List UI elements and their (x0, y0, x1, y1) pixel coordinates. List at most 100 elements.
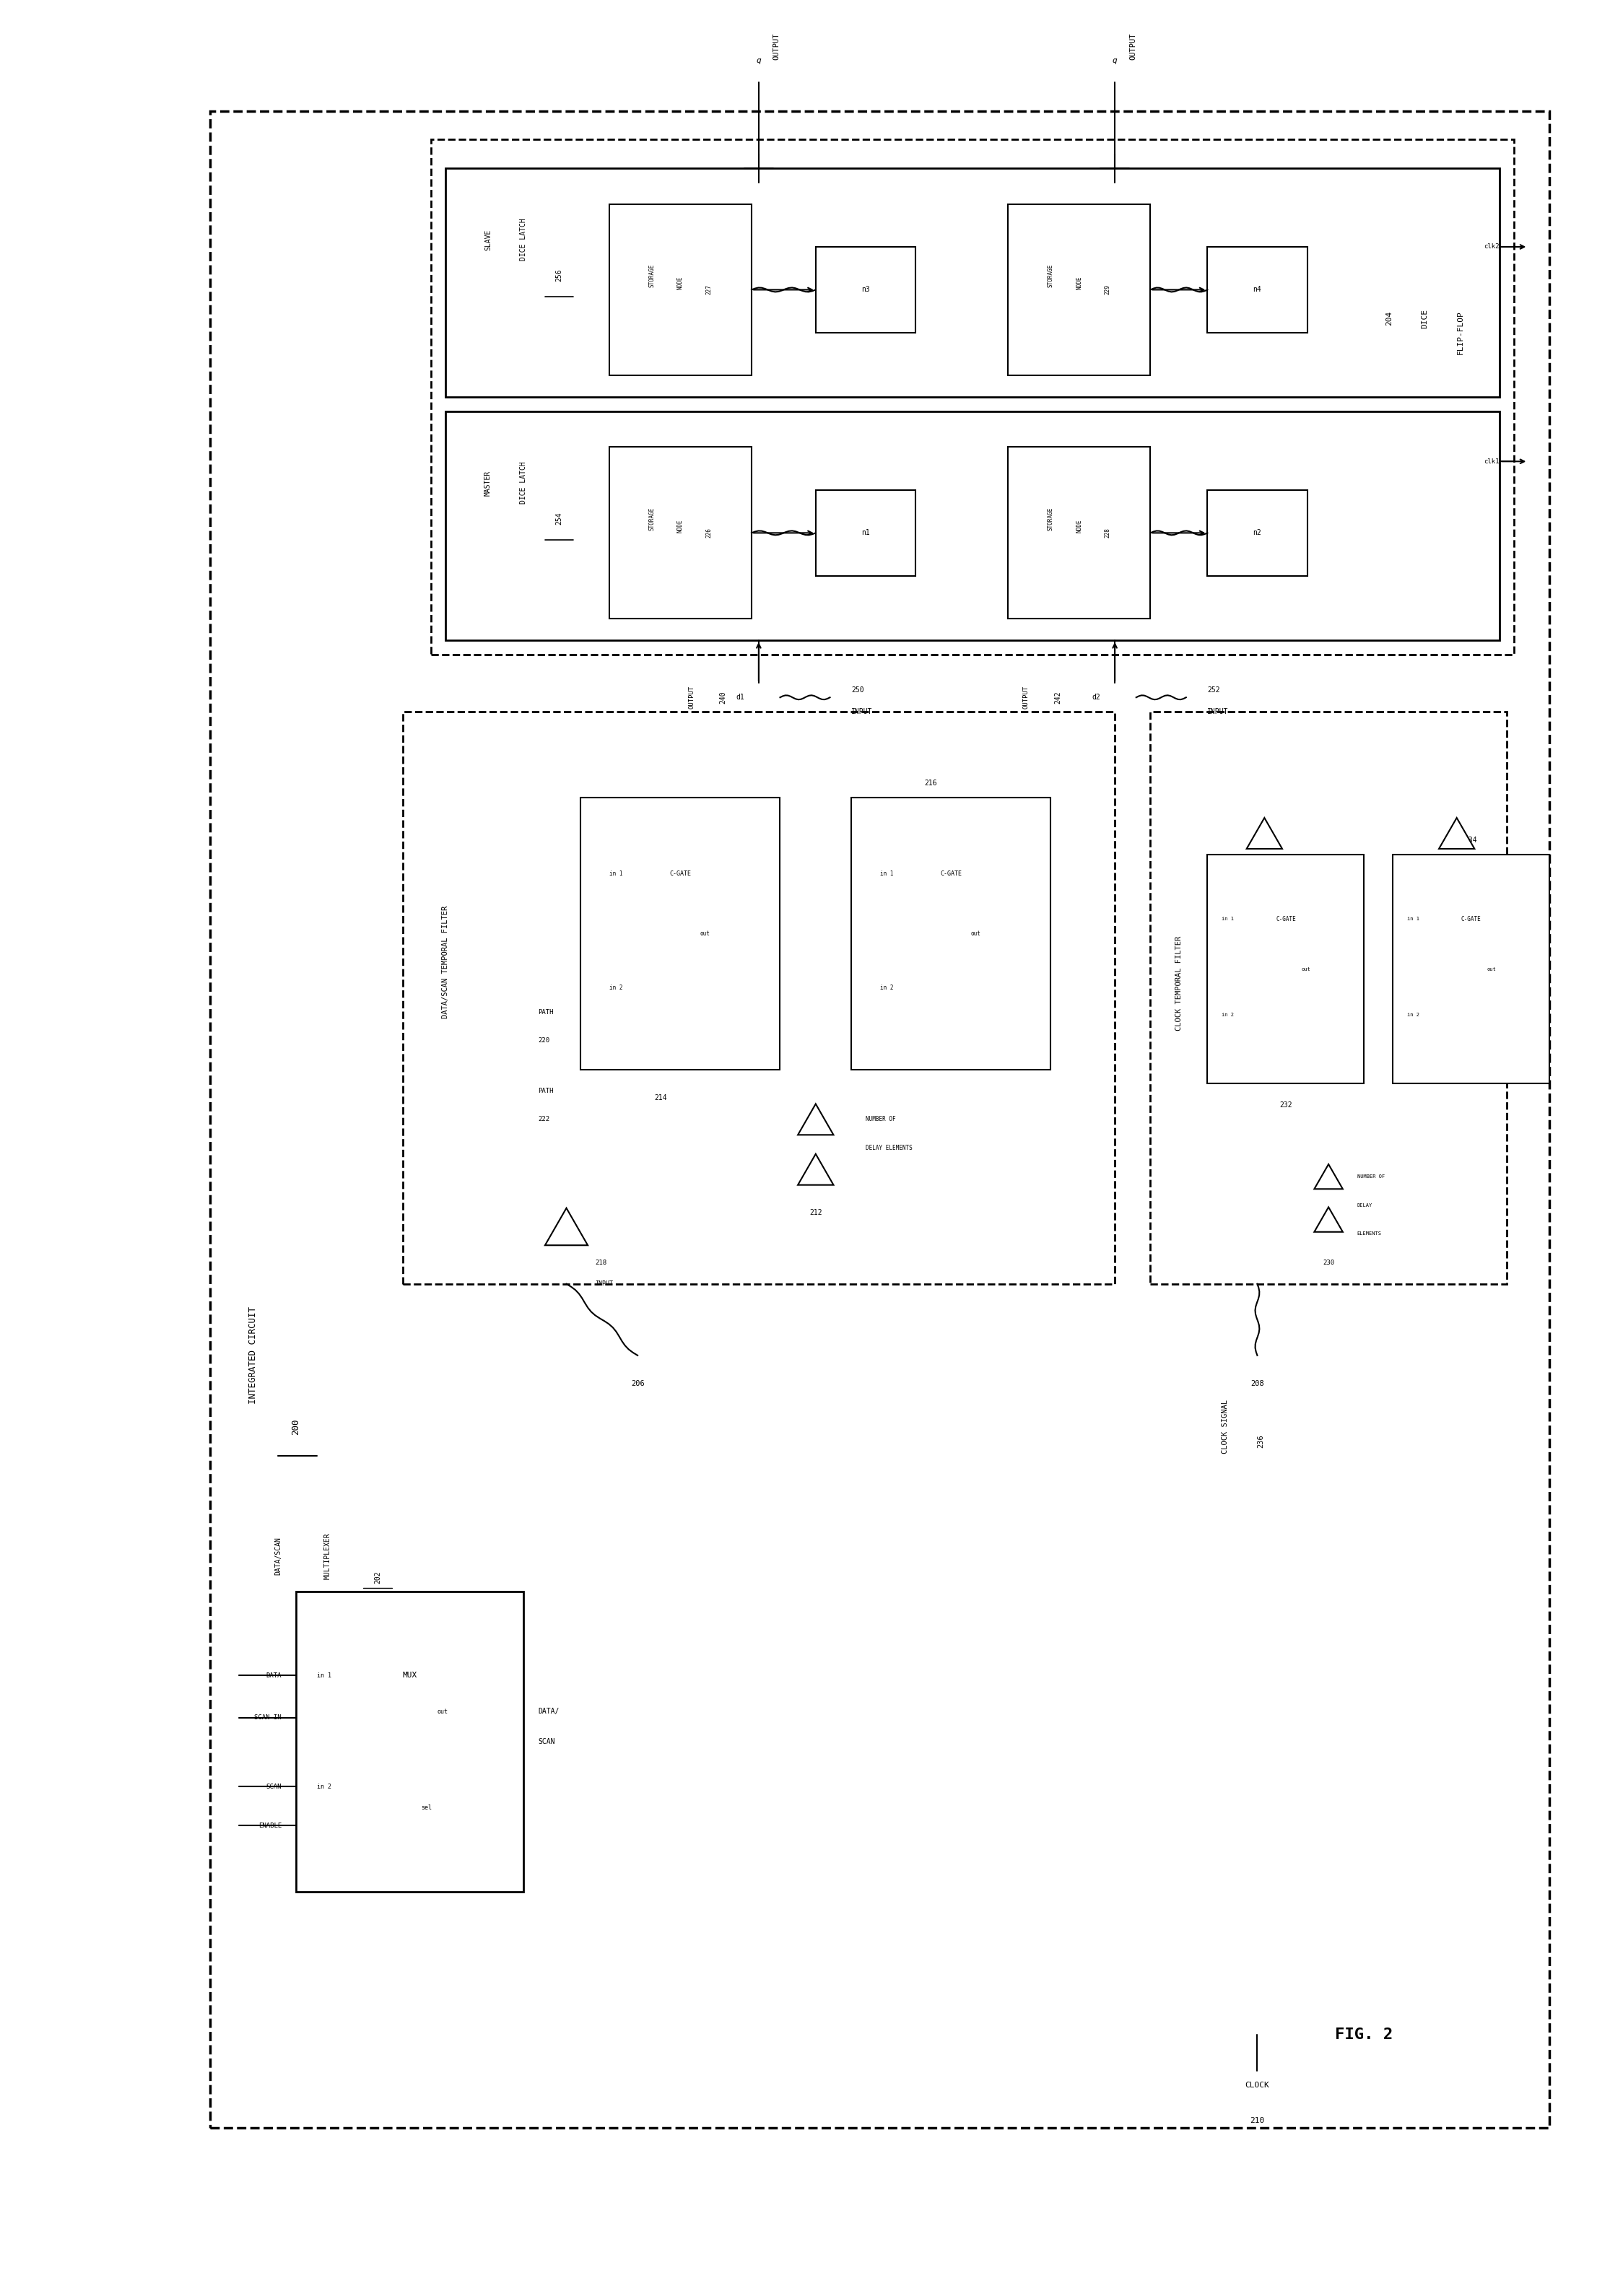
Text: NODE: NODE (678, 519, 684, 533)
Bar (852, 797, 1051, 1070)
Text: C-GATE: C-GATE (940, 870, 961, 877)
Text: SCAN: SCAN (266, 1784, 282, 1791)
Text: FIG. 2: FIG. 2 (1335, 2027, 1393, 2041)
Polygon shape (1314, 1164, 1343, 1189)
Text: q: q (1113, 57, 1117, 64)
Text: NODE: NODE (1075, 276, 1082, 289)
Text: CLOCK SIGNAL: CLOCK SIGNAL (1222, 1401, 1228, 1453)
Text: 236: 236 (1257, 1435, 1264, 1449)
Bar (446, 411, 1499, 641)
Polygon shape (799, 1155, 834, 1185)
Text: in 2: in 2 (879, 985, 894, 992)
Text: OUTPUT: OUTPUT (773, 32, 781, 60)
Polygon shape (1314, 1208, 1343, 1233)
Text: clk1: clk1 (1484, 459, 1499, 464)
Text: 226: 226 (705, 528, 712, 537)
Text: OUTPUT: OUTPUT (687, 687, 694, 709)
Text: NODE: NODE (1075, 519, 1082, 533)
Text: 212: 212 (810, 1208, 823, 1217)
Text: DELAY ELEMENTS: DELAY ELEMENTS (866, 1146, 913, 1150)
Text: DICE: DICE (1422, 308, 1428, 328)
Text: d2: d2 (1092, 693, 1101, 700)
Bar (211, 110, 1549, 2128)
Bar (816, 248, 916, 333)
Text: DICE LATCH: DICE LATCH (520, 461, 526, 505)
Text: 232: 232 (1280, 1102, 1293, 1109)
Bar (609, 448, 752, 618)
Bar (1151, 712, 1507, 1283)
Text: in 2: in 2 (1222, 1013, 1233, 1017)
Bar (296, 1591, 523, 1892)
Text: DATA/: DATA/ (538, 1708, 559, 1715)
Bar (1393, 854, 1549, 1084)
Text: out: out (971, 930, 980, 937)
Text: in 1: in 1 (609, 870, 623, 877)
Text: d1: d1 (736, 693, 744, 700)
Text: in 1: in 1 (1222, 916, 1233, 921)
Text: q: q (757, 57, 762, 64)
Text: C-GATE: C-GATE (670, 870, 691, 877)
Text: 222: 222 (538, 1116, 549, 1123)
Polygon shape (1246, 817, 1282, 850)
Text: OUTPUT: OUTPUT (1129, 32, 1137, 60)
Text: sel: sel (422, 1805, 431, 1812)
Text: INPUT: INPUT (594, 1281, 613, 1288)
Text: 234: 234 (1465, 836, 1478, 845)
Text: MASTER: MASTER (485, 471, 491, 496)
Text: 254: 254 (555, 512, 563, 526)
Bar (1008, 448, 1151, 618)
Bar (431, 140, 1513, 654)
Text: 229: 229 (1104, 285, 1111, 294)
Text: DICE LATCH: DICE LATCH (520, 218, 526, 262)
Text: n3: n3 (861, 287, 869, 294)
Text: PATH: PATH (538, 1088, 554, 1093)
Text: SLAVE: SLAVE (485, 230, 491, 250)
Text: OUTPUT: OUTPUT (1022, 687, 1029, 709)
Polygon shape (799, 1104, 834, 1134)
Text: 252: 252 (1208, 687, 1220, 693)
Text: 227: 227 (705, 285, 712, 294)
Bar (402, 712, 1114, 1283)
Text: 202: 202 (374, 1570, 382, 1584)
Text: 220: 220 (538, 1038, 549, 1045)
Text: DELAY: DELAY (1357, 1203, 1372, 1208)
Text: C-GATE: C-GATE (1460, 916, 1481, 923)
Text: ENABLE: ENABLE (258, 1823, 282, 1830)
Text: 200: 200 (291, 1419, 301, 1435)
Text: 240: 240 (720, 691, 726, 705)
Bar (609, 204, 752, 377)
Text: out: out (700, 930, 710, 937)
Polygon shape (546, 1208, 588, 1244)
Text: in 1: in 1 (1407, 916, 1418, 921)
Text: 242: 242 (1055, 691, 1061, 705)
Bar (1008, 204, 1151, 377)
Text: out: out (1301, 967, 1311, 971)
Bar (816, 489, 916, 576)
Text: MULTIPLEXER: MULTIPLEXER (324, 1531, 332, 1580)
Text: INPUT: INPUT (852, 707, 873, 716)
Text: STORAGE: STORAGE (1048, 264, 1055, 287)
Text: in 1: in 1 (317, 1671, 332, 1678)
Text: INPUT: INPUT (1208, 707, 1228, 716)
Text: 228: 228 (1104, 528, 1111, 537)
Text: out: out (436, 1708, 448, 1715)
Text: 210: 210 (1249, 2117, 1264, 2124)
Text: NUMBER OF: NUMBER OF (866, 1116, 895, 1123)
Polygon shape (1439, 817, 1475, 850)
Bar (1208, 489, 1307, 576)
Text: 218: 218 (594, 1258, 607, 1265)
Text: DATA: DATA (266, 1671, 282, 1678)
Text: SCAN: SCAN (538, 1738, 555, 1745)
Text: 214: 214 (654, 1095, 667, 1102)
Bar (1208, 248, 1307, 333)
Text: in 2: in 2 (317, 1784, 332, 1791)
Bar (446, 168, 1499, 397)
Text: n4: n4 (1253, 287, 1262, 294)
Text: 250: 250 (852, 687, 865, 693)
Text: 206: 206 (631, 1380, 644, 1387)
Text: in 1: in 1 (879, 870, 894, 877)
Text: NODE: NODE (678, 276, 684, 289)
Bar (581, 797, 781, 1070)
Text: PATH: PATH (538, 1008, 554, 1015)
Text: STORAGE: STORAGE (1048, 507, 1055, 530)
